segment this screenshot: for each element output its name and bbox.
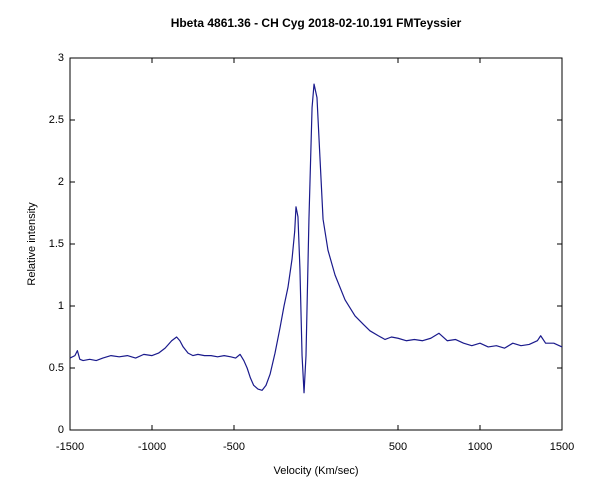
y-tick-label: 3: [58, 52, 64, 64]
y-tick-label: 0.5: [49, 362, 64, 374]
x-tick-label: 500: [389, 441, 407, 453]
x-tick-label: -1500: [56, 441, 84, 453]
chart-title: Hbeta 4861.36 - CH Cyg 2018-02-10.191 FM…: [171, 16, 462, 30]
spectrum-line: [69, 83, 563, 394]
plot-frame: [69, 57, 563, 431]
y-axis-label: Relative intensity: [26, 202, 38, 286]
x-tick-label: 1000: [468, 441, 492, 453]
y-tick-label: 0: [58, 424, 64, 436]
x-tick-label: 1500: [550, 441, 574, 453]
x-axis-label: Velocity (Km/sec): [274, 465, 359, 477]
x-tick-label: -500: [223, 441, 245, 453]
x-tick-label: -1000: [138, 441, 166, 453]
y-tick-label: 1.5: [49, 238, 64, 250]
y-tick-label: 1: [58, 300, 64, 312]
y-tick-label: 2.5: [49, 114, 64, 126]
y-tick-label: 2: [58, 176, 64, 188]
